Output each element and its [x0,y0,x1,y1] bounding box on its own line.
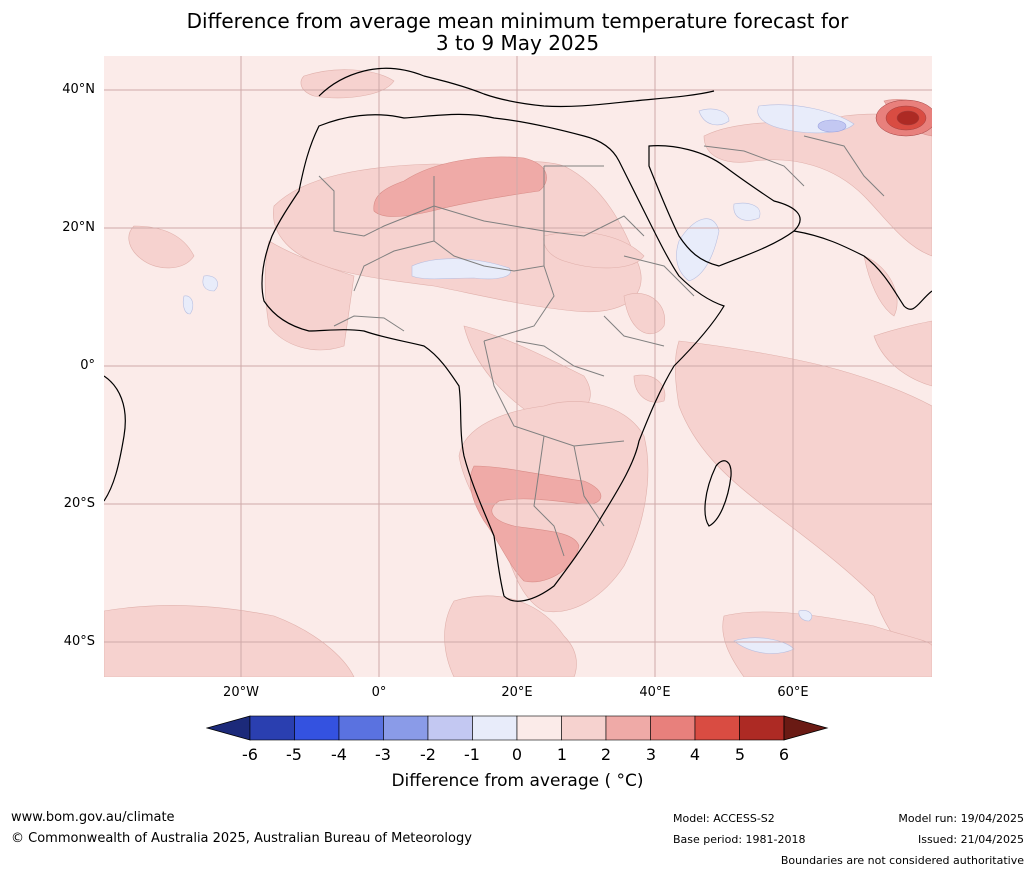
arabia-coastline [648,145,801,267]
colorbar-extend-high [783,715,829,741]
base-period: Base period: 1981-2018 [673,833,806,846]
colorbar-swatch [427,715,473,741]
colorbar-tick: -5 [286,745,302,764]
colorbar-swatch [472,715,518,741]
colorbar-swatch [249,715,295,741]
issued-date: Issued: 21/04/2025 [917,833,1024,846]
country-borders [318,135,885,557]
model-name: Model: ACCESS-S2 [673,812,775,825]
colorbar-tick: 3 [645,745,657,764]
colorbar [206,715,829,741]
map-title: Difference from average mean minimum tem… [0,10,1035,54]
cool-band-1-2 [817,119,847,133]
colorbar-tick: -2 [420,745,436,764]
colorbar-swatch [650,715,696,741]
colorbar-swatch [561,715,607,741]
colorbar-swatch [739,715,785,741]
colorbar-tick: 6 [778,745,790,764]
colorbar-swatch [383,715,429,741]
lat-label-20s: 20°S [63,496,95,511]
lon-label-20w: 20°W [223,685,259,700]
boundaries-disclaimer: Boundaries are not considered authoritat… [780,854,1024,867]
europe-coastline [318,67,715,108]
colorbar-tick: 1 [556,745,568,764]
lat-label-40n: 40°N [62,82,95,97]
colorbar-tick: -4 [331,745,347,764]
lat-label-0: 0° [80,358,95,373]
colorbar-swatch [294,715,340,741]
lon-label-20e: 20°E [501,685,533,700]
title-line-1: Difference from average mean minimum tem… [186,9,849,33]
colorbar-tick: 2 [600,745,612,764]
asia-coastline [793,230,932,310]
colorbar-tick: 5 [734,745,746,764]
africa-coastline [261,113,725,602]
model-run-date: Model run: 19/04/2025 [898,812,1024,825]
madagascar-coastline [704,460,732,527]
colorbar-label: Difference from average ( °C) [391,771,644,791]
anomaly-map [104,56,932,677]
lon-label-60e: 60°E [777,685,809,700]
hotspot [875,99,932,137]
colorbar-tick: 0 [511,745,523,764]
gridlines [104,56,932,677]
title-line-2: 3 to 9 May 2025 [435,31,600,55]
colorbar-swatch [605,715,651,741]
copyright-text: © Commonwealth of Australia 2025, Austra… [11,831,472,846]
colorbar-swatch [338,715,384,741]
coastlines [104,67,932,602]
website-link[interactable]: www.bom.gov.au/climate [11,810,175,825]
colorbar-swatch [694,715,740,741]
lon-label-40e: 40°E [639,685,671,700]
colorbar-extend-low [206,715,251,741]
colorbar-tick: -6 [242,745,258,764]
lat-label-40s: 40°S [63,634,95,649]
colorbar-tick: -3 [375,745,391,764]
south-america-coastline [104,375,126,502]
lat-label-20n: 20°N [62,220,95,235]
lon-label-0: 0° [371,685,387,700]
colorbar-tick: -1 [464,745,480,764]
colorbar-swatch [516,715,562,741]
colorbar-tick: 4 [689,745,701,764]
warm-band-1-2 [104,69,932,677]
